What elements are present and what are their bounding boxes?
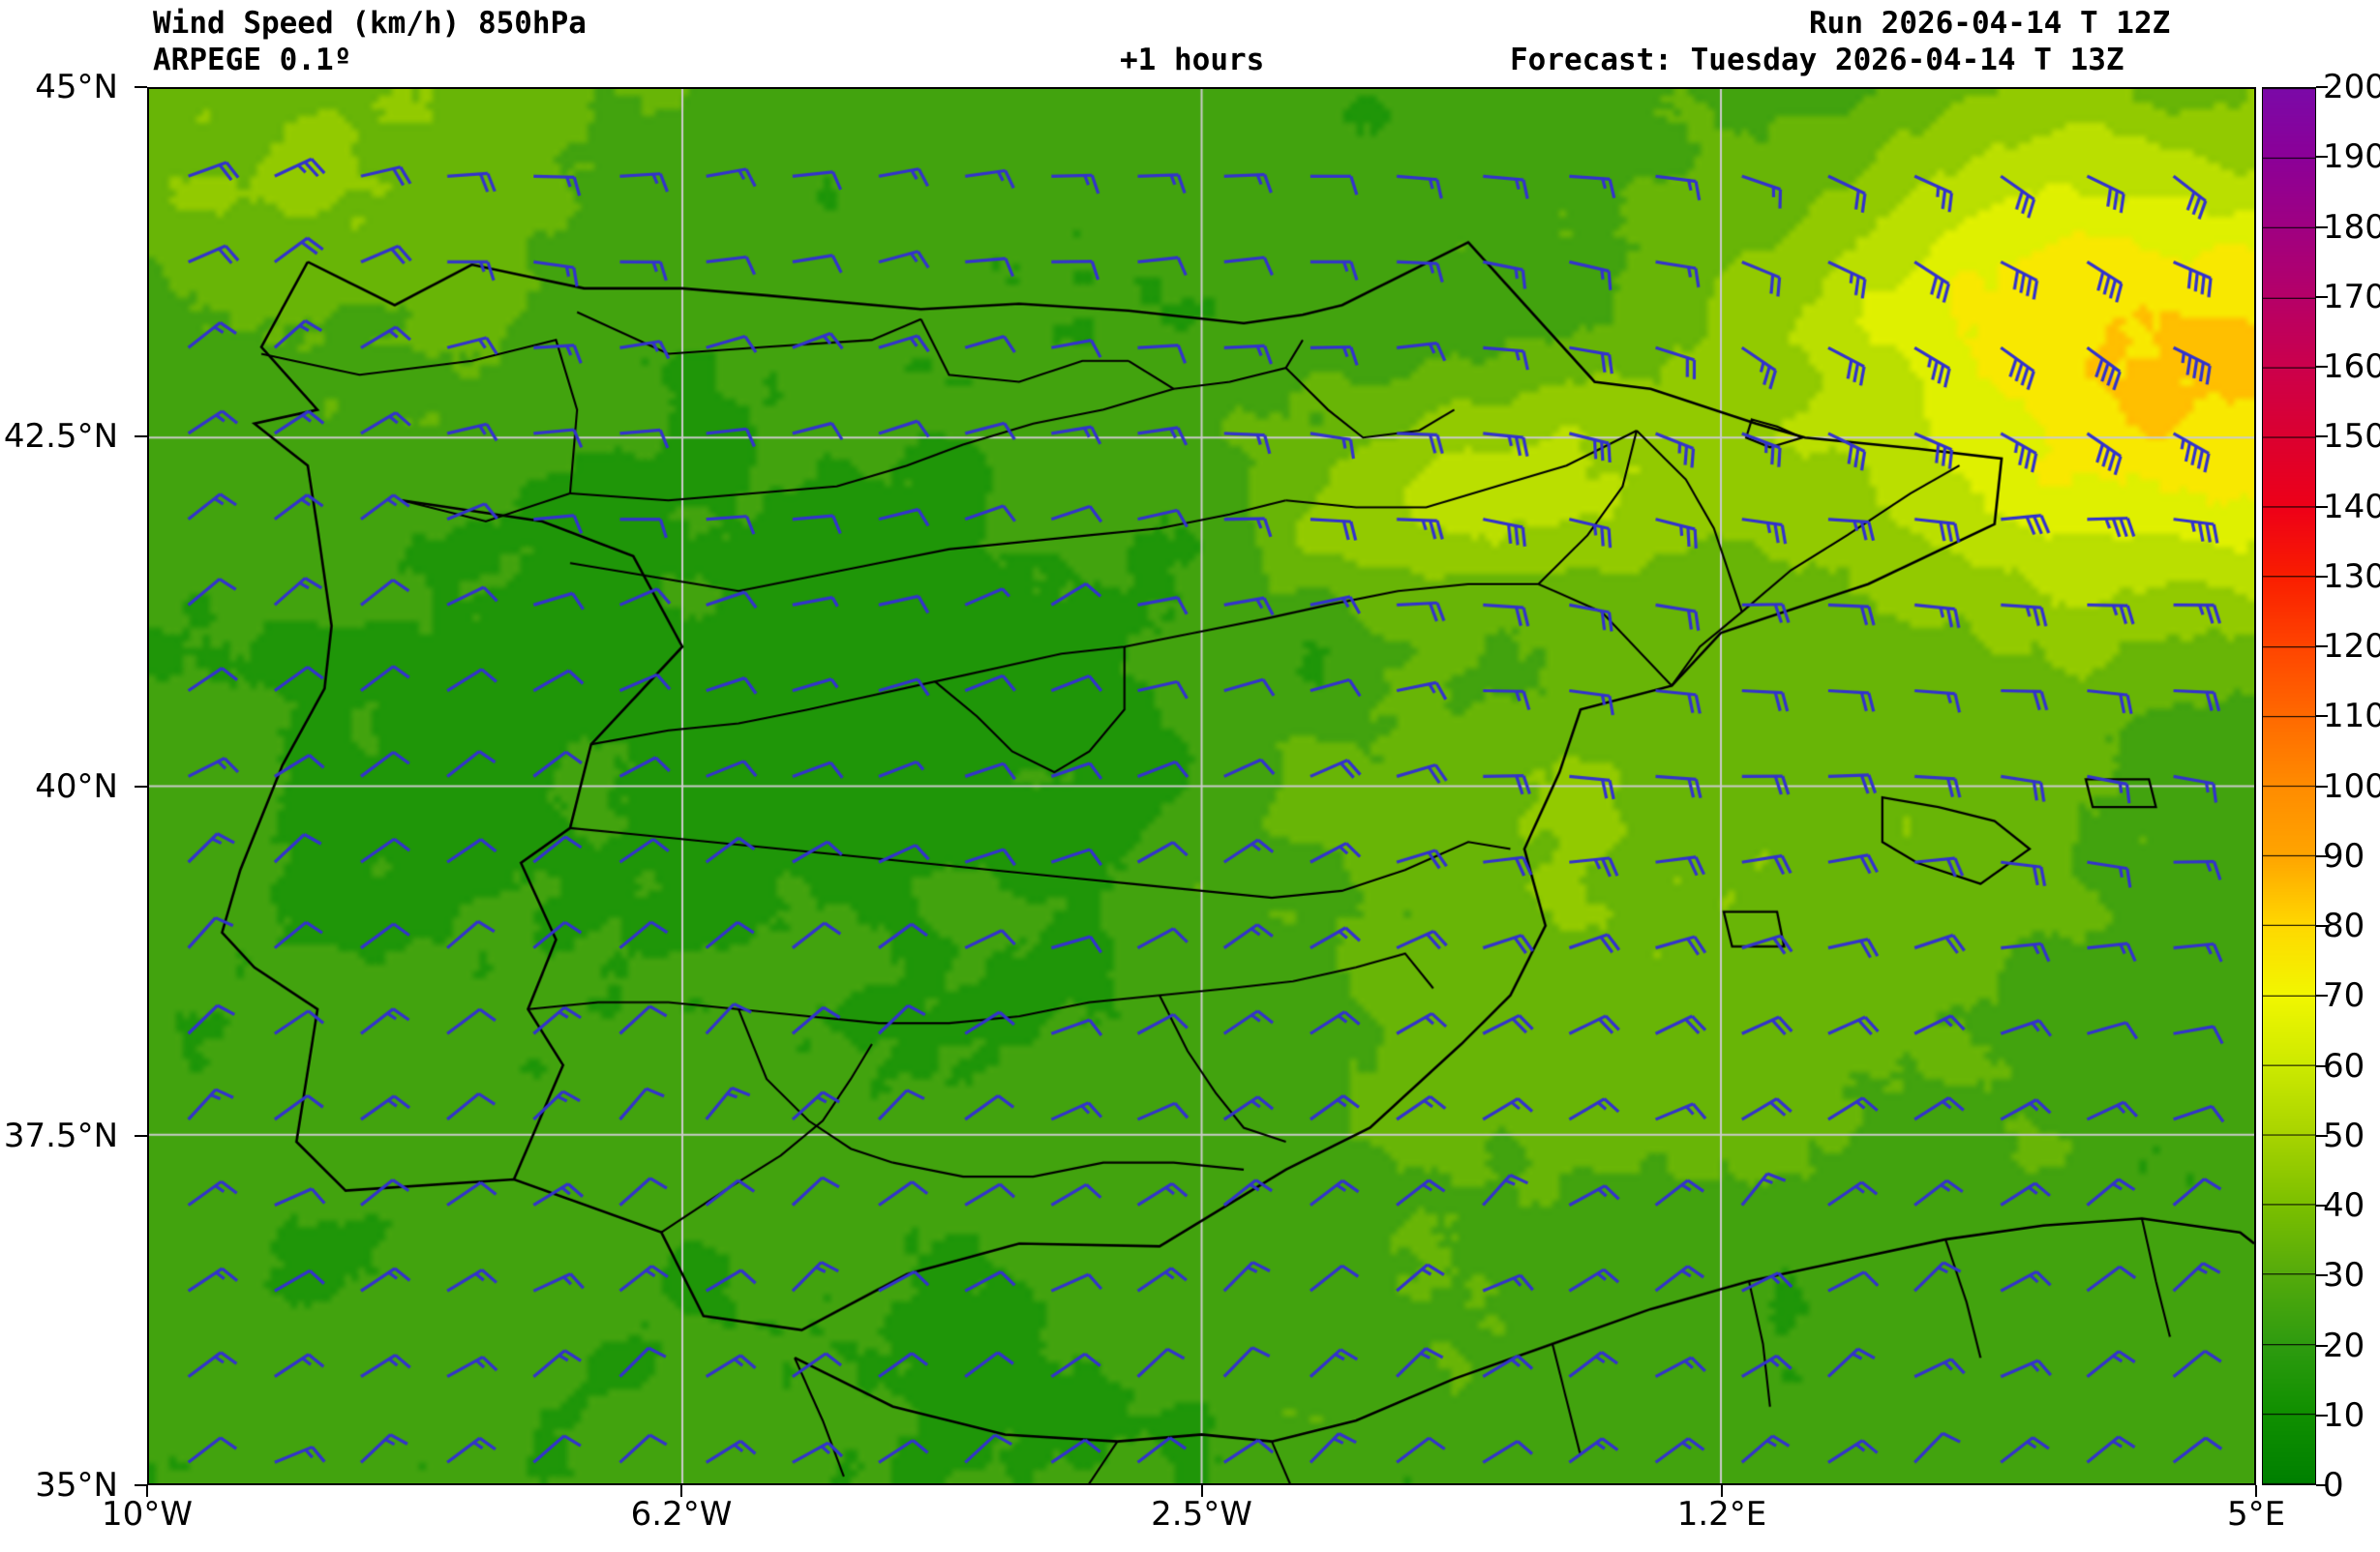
lead-time-label: +1 hours bbox=[1120, 43, 1265, 77]
weather-map-plot[interactable] bbox=[147, 87, 2256, 1485]
colorbar-tick-label: 150 bbox=[2323, 417, 2380, 457]
colorbar-tick-label: 0 bbox=[2323, 1466, 2344, 1505]
latitude-tick-label: 45°N bbox=[35, 68, 118, 106]
colorbar-tick-mark bbox=[2316, 1064, 2328, 1067]
colorbar-tick-label: 50 bbox=[2323, 1116, 2365, 1155]
latitude-tick-label: 40°N bbox=[35, 766, 118, 806]
latitude-tick-mark bbox=[135, 1484, 147, 1486]
colorbar-tick-mark bbox=[2316, 995, 2328, 998]
colorbar-tick-label: 60 bbox=[2323, 1046, 2365, 1086]
colorbar-tick-label: 20 bbox=[2323, 1326, 2365, 1365]
colorbar-tick-label: 180 bbox=[2323, 207, 2380, 247]
colorbar-tick-mark bbox=[2316, 1274, 2328, 1277]
model-label: ARPEGE 0.1º bbox=[153, 43, 352, 77]
latitude-tick-label: 42.5°N bbox=[3, 417, 118, 457]
latitude-tick-label: 35°N bbox=[35, 1466, 118, 1505]
forecast-time-label: Forecast: Tuesday 2026-04-14 T 13Z bbox=[1510, 43, 2124, 77]
longitude-tick-label: 2.5°W bbox=[1151, 1495, 1252, 1534]
longitude-tick-label: 5°E bbox=[2226, 1495, 2286, 1534]
latitude-tick-mark bbox=[135, 785, 147, 788]
colorbar-tick-mark bbox=[2316, 1205, 2328, 1207]
latitude-tick-mark bbox=[135, 435, 147, 438]
colorbar-tick-label: 110 bbox=[2323, 697, 2380, 736]
longitude-tick-mark bbox=[2255, 1485, 2257, 1497]
colorbar-tick-mark bbox=[2316, 86, 2328, 88]
colorbar-tick-mark bbox=[2316, 715, 2328, 718]
colorbar-tick-mark bbox=[2316, 295, 2328, 298]
colorbar-tick-label: 130 bbox=[2323, 556, 2380, 596]
colorbar-tick-mark bbox=[2316, 505, 2328, 508]
colorbar-tick-label: 10 bbox=[2323, 1395, 2365, 1435]
colorbar-tick-label: 70 bbox=[2323, 976, 2365, 1016]
latitude-tick-mark bbox=[135, 86, 147, 88]
colorbar-tick-mark bbox=[2316, 156, 2328, 159]
colorbar-tick-mark bbox=[2316, 785, 2328, 788]
latitude-tick-mark bbox=[135, 1134, 147, 1137]
colorbar-tick-label: 200 bbox=[2323, 68, 2380, 106]
colorbar-tick-mark bbox=[2316, 925, 2328, 927]
colorbar-tick-label: 160 bbox=[2323, 347, 2380, 386]
colorbar-tick-mark bbox=[2316, 645, 2328, 647]
colorbar-tick-mark bbox=[2316, 854, 2328, 857]
colorbar-tick-mark bbox=[2316, 1134, 2328, 1137]
colorbar-tick-label: 30 bbox=[2323, 1256, 2365, 1296]
colorbar-tick-label: 100 bbox=[2323, 766, 2380, 806]
colorbar-tick-label: 190 bbox=[2323, 137, 2380, 177]
colorbar-tick-label: 120 bbox=[2323, 627, 2380, 666]
longitude-tick-mark bbox=[680, 1485, 682, 1497]
longitude-tick-label: 6.2°W bbox=[630, 1495, 733, 1534]
chart-title: Wind Speed (km/h) 850hPa bbox=[153, 6, 587, 41]
colorbar-tick-label: 90 bbox=[2323, 836, 2365, 876]
longitude-tick-mark bbox=[1200, 1485, 1203, 1497]
colorbar-tick-label: 40 bbox=[2323, 1186, 2365, 1225]
longitude-tick-mark bbox=[1720, 1485, 1723, 1497]
colorbar-tick-mark bbox=[2316, 225, 2328, 228]
colorbar-tick-label: 140 bbox=[2323, 487, 2380, 526]
longitude-tick-label: 10°W bbox=[102, 1495, 193, 1534]
colorbar-tick-mark bbox=[2316, 575, 2328, 578]
longitude-tick-mark bbox=[146, 1485, 148, 1497]
colorbar-tick-label: 170 bbox=[2323, 277, 2380, 316]
colorbar-tick-mark bbox=[2316, 1414, 2328, 1417]
latitude-tick-label: 37.5°N bbox=[3, 1116, 118, 1155]
colorbar-tick-mark bbox=[2316, 1344, 2328, 1347]
colorbar-tick-mark bbox=[2316, 435, 2328, 438]
colorbar-tick-mark bbox=[2316, 1484, 2328, 1486]
colorbar-level-lines bbox=[2263, 88, 2315, 1484]
colorbar-tick-label: 80 bbox=[2323, 907, 2365, 945]
wind-speed-heatmap-canvas bbox=[149, 89, 2254, 1483]
run-time-label: Run 2026-04-14 T 12Z bbox=[1809, 6, 2171, 41]
colorbar-tick-mark bbox=[2316, 366, 2328, 368]
colorbar bbox=[2262, 87, 2316, 1485]
longitude-tick-label: 1.2°E bbox=[1676, 1495, 1767, 1534]
